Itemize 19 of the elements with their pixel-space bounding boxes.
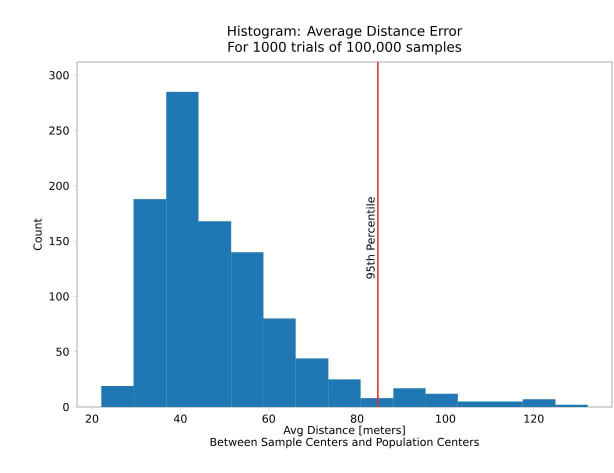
x-tick-label: 40 [174, 414, 187, 423]
y-tick-label: 150 [50, 236, 69, 246]
y-tick-label: 300 [49, 71, 69, 80]
y-tick-label: 200 [49, 182, 69, 190]
x-axis-title: Avg Distance [meters] [283, 426, 405, 436]
y-tick-label: 250 [49, 126, 69, 135]
x-tick-label: 120 [524, 414, 544, 423]
chart-subtitle: For 1000 trials of 100,000 samples [228, 41, 462, 54]
x-tick-label: 60 [262, 414, 275, 423]
text: Between Sample Centers and Population Centers [210, 438, 479, 448]
chart-title: Histogram: Average Distance Error [228, 26, 462, 39]
x-tick-label: 20 [86, 414, 98, 423]
y-tick-label: 100 [50, 292, 69, 301]
y-tick-label: 0 [63, 402, 69, 412]
y-axis-title: Count [33, 218, 42, 250]
x-tick-label: 80 [350, 414, 364, 423]
x-tick-label: 100 [436, 414, 456, 423]
ref-line-label: 95th Percentile [366, 197, 375, 279]
y-tick-label: 50 [56, 348, 69, 356]
